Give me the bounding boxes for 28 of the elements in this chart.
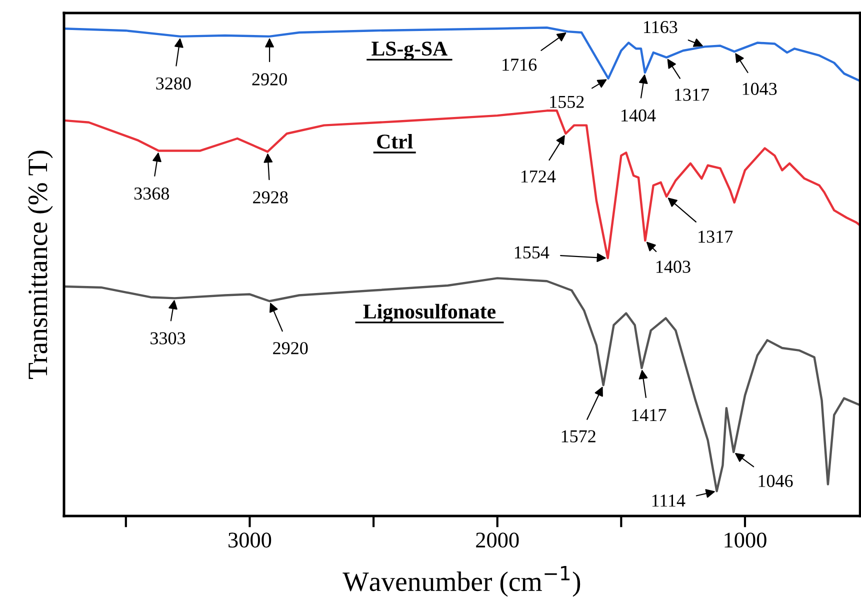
series-label: Lignosulfonate [363, 304, 496, 323]
annotation: 1724 [521, 170, 556, 182]
annotation: 3303 [150, 332, 186, 344]
annotation: 1114 [652, 494, 686, 507]
x-tick-label: 1000 [724, 532, 766, 548]
annotation: 1317 [698, 230, 733, 243]
annotation: 1317 [675, 88, 710, 101]
annotation: 1046 [758, 474, 793, 488]
annotation: 1043 [742, 82, 777, 95]
x-tick-label: 3000 [228, 532, 272, 548]
annotation: 2920 [252, 73, 287, 86]
x-axis-title: Wavenumber (cm$^{−1}$) [342, 566, 580, 597]
annotation: 1552 [550, 96, 584, 108]
annotation: 1403 [656, 260, 690, 273]
annotation: 1572 [562, 430, 596, 442]
y-axis-title: Transmittance (% T) [28, 150, 53, 379]
annotation: 3280 [156, 77, 191, 90]
annotation: 1404 [622, 109, 656, 122]
annotation: 1163 [644, 21, 678, 34]
series-label: Ctrl [377, 134, 413, 149]
annotation: 1554 [514, 246, 550, 259]
annotation: 2928 [253, 191, 288, 204]
x-tick-label: 2000 [476, 532, 519, 548]
annotation: 3368 [134, 187, 170, 200]
series-label: LS-g-SA [372, 42, 448, 60]
annotation: 1417 [632, 409, 666, 421]
annotation: 2920 [273, 342, 308, 354]
annotation: 1716 [502, 58, 537, 71]
